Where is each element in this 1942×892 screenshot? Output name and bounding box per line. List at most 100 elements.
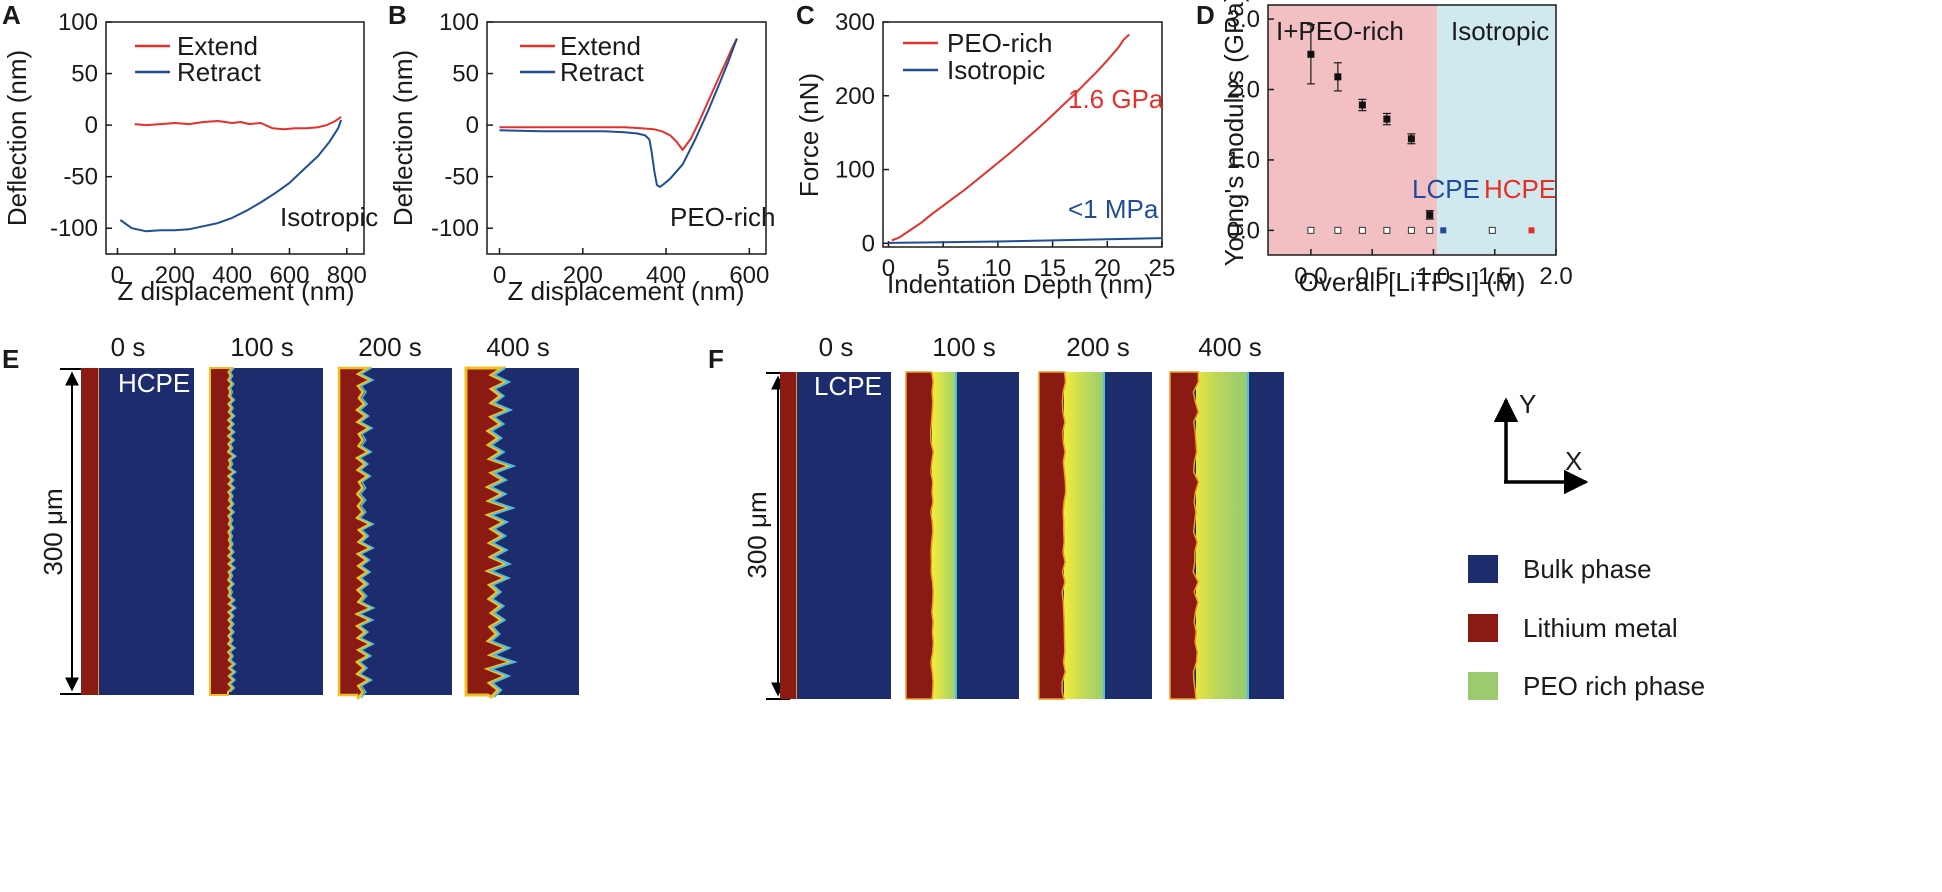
legend-label-bulk: Bulk phase (1523, 554, 1652, 584)
legend-c: PEO-rich Isotropic (903, 28, 1052, 85)
peo-rich-region (1196, 372, 1248, 699)
x-tick-label: 10 (985, 255, 1012, 282)
dendrite-halo (358, 367, 376, 699)
x-tick-label: 1.5 (1478, 263, 1511, 290)
axis-key-y: Y (1519, 389, 1536, 419)
y-axis-label-b: Deflection (nm) (388, 50, 418, 226)
time-label-f-3: 400 s (1198, 332, 1262, 362)
legend-label-retract: Retract (177, 57, 262, 87)
lithium-region (1169, 371, 1200, 700)
data-point (1307, 50, 1315, 58)
legend-label-extend: Extend (177, 31, 258, 61)
y-tick-label: 2.0 (1227, 77, 1260, 104)
plot-frame-d (1267, 4, 1557, 256)
y-axis-label-a: Deflection (nm) (2, 50, 32, 226)
data-point-open (1488, 226, 1496, 234)
region-band (1437, 5, 1556, 255)
y-tick-label: 300 (835, 9, 875, 36)
y-tick-label: 100 (58, 9, 98, 36)
data-point-lcpe (1440, 227, 1447, 234)
y-tick-label: 0 (466, 112, 479, 139)
scale-label-f: 300 μm (742, 491, 772, 578)
plot-frame-c (882, 21, 1163, 248)
lithium-region (1038, 371, 1067, 700)
x-tick-label: 0 (882, 255, 895, 282)
y-tick-label: 50 (452, 61, 479, 88)
panel-label-c: C (796, 0, 815, 30)
x-tick-label: 0.0 (1294, 263, 1327, 290)
x-axis-label-a: Z displacement (nm) (118, 276, 355, 306)
scale-label-e: 300 μm (38, 488, 68, 575)
peo-rich-region (1064, 372, 1104, 699)
annotation-hcpe: HCPE (1484, 174, 1556, 204)
y-tick-label: -100 (431, 215, 479, 242)
panel-e: E 0 s 100 s 200 s 400 s 300 μm HCPE (2, 332, 579, 701)
legend-label-retract-b: Retract (560, 57, 645, 87)
panel-label-d: D (1196, 0, 1215, 30)
data-point (1334, 73, 1342, 81)
axis-key-x: X (1565, 446, 1582, 476)
legend-swatch-bulk (1468, 555, 1498, 583)
time-label-f-1: 100 s (932, 332, 996, 362)
y-tick-label: -50 (444, 164, 479, 191)
legend-label-peo: PEO rich phase (1523, 671, 1705, 701)
dendrite-front (209, 367, 236, 696)
axes-d: 0.0 0.5 1.0 1.5 2.0 0.0 1.0 2.0 3.0 (1227, 4, 1573, 290)
x-tick-label: 2.0 (1539, 263, 1572, 290)
data-point-open (1307, 226, 1315, 234)
time-label-f-0: 0 s (819, 332, 854, 362)
data-point-open (1358, 226, 1366, 234)
bulk-region (780, 372, 891, 699)
data-point-open (1383, 226, 1391, 234)
sim-frame-f-100s (905, 371, 1019, 700)
data-point (1407, 135, 1415, 143)
annotation-1-mpa: <1 MPa (1068, 194, 1159, 224)
annotation-lcpe: LCPE (1412, 174, 1480, 204)
series-line-retract (499, 38, 738, 188)
x-axis-label-c: Indentation Depth (nm) (887, 269, 1153, 299)
panel-label-a: A (2, 0, 21, 30)
sim-frame-f-200s (1038, 371, 1152, 700)
x-tick-label: 200 (563, 262, 603, 289)
axes-c: 0 5 10 15 20 25 0 100 200 300 (835, 9, 1175, 282)
sim-frame-e-100s (209, 367, 323, 696)
y-tick-label: 0 (862, 230, 875, 257)
dendrite-front (337, 366, 374, 701)
x-axis-label-d: Overall [LiTFSI] (M) (1299, 267, 1526, 297)
panel-label-e: E (2, 344, 19, 374)
legend-label-peo-rich: PEO-rich (947, 28, 1052, 58)
y-tick-label: -100 (50, 215, 98, 242)
sim-frame-e-200s (337, 366, 452, 701)
time-label-e-2: 200 s (358, 332, 422, 362)
annotation-1-6-gpa: 1.6 GPa (1068, 84, 1164, 114)
x-tick-label: 25 (1149, 255, 1176, 282)
annotation-isotropic: Isotropic (280, 202, 378, 232)
legend-label-lithium: Lithium metal (1523, 613, 1678, 643)
plot-frame-b (486, 21, 767, 255)
lithium-region (905, 371, 935, 700)
series-line-peo-rich (891, 33, 1130, 242)
dendrite-halo (488, 367, 518, 698)
panel-label-f: F (708, 344, 724, 374)
legend-b: Extend Retract (520, 31, 645, 87)
sim-frame-e-0s (81, 368, 194, 695)
y-tick-label: 0.0 (1227, 217, 1260, 244)
label-hcpe: HCPE (118, 368, 190, 398)
data-point-open (1407, 226, 1415, 234)
x-tick-label: 200 (155, 262, 195, 289)
axes-a: 0 200 400 600 800 -100 -50 0 50 100 (50, 9, 367, 289)
y-tick-label: 50 (71, 61, 98, 88)
legend-swatch-lithium (1468, 614, 1498, 642)
x-tick-label: 0.5 (1355, 263, 1388, 290)
x-tick-label: 800 (327, 262, 367, 289)
sim-frame-e-400s (464, 366, 579, 699)
series-line-isotropic (888, 237, 1163, 244)
series-line-extend (134, 116, 342, 131)
x-tick-label: 400 (646, 262, 686, 289)
x-tick-label: 0 (111, 262, 124, 289)
legend-swatch-peo (1468, 672, 1498, 700)
series-line-retract (119, 119, 343, 233)
y-tick-label: 200 (835, 83, 875, 110)
sim-frame-f-0s (780, 372, 891, 699)
